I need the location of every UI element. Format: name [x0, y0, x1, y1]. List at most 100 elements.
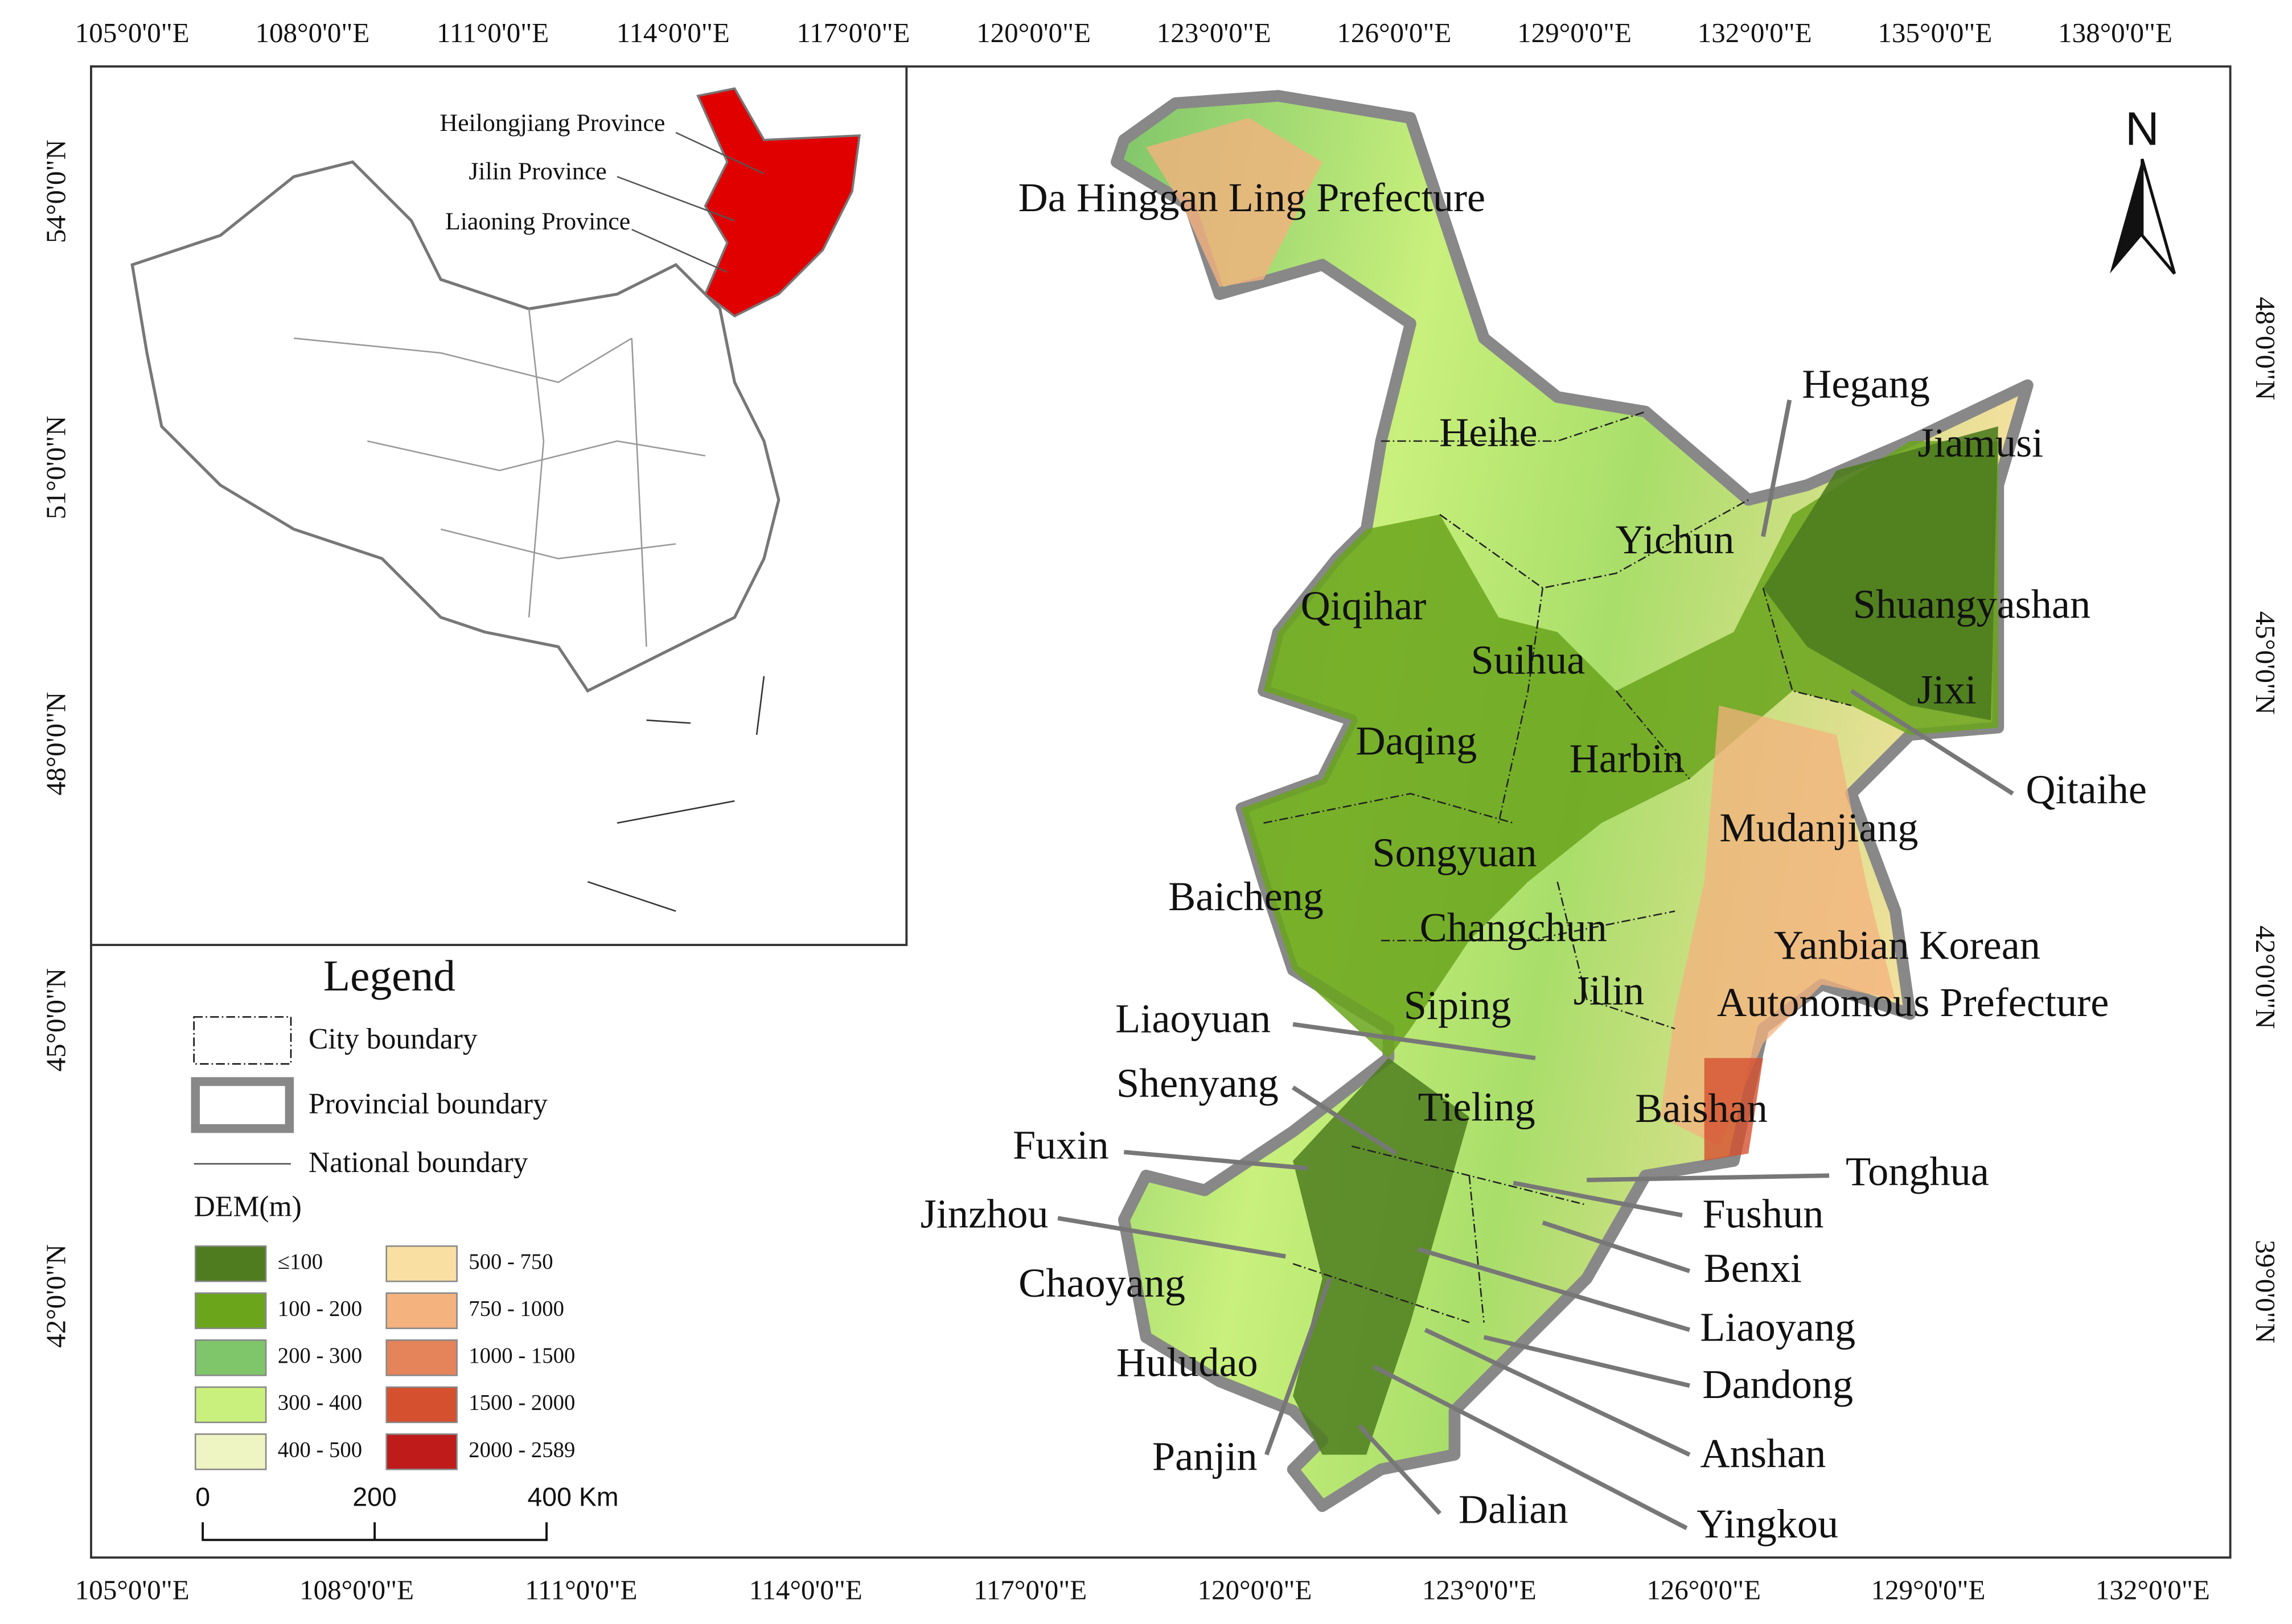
top-axis-label: 105°0'0"E	[75, 17, 190, 48]
dem-swatch	[385, 1292, 458, 1329]
scale-bar	[202, 1522, 548, 1541]
north-arrow-right	[2141, 158, 2176, 275]
lowland-south	[1293, 1058, 1469, 1455]
leader-line	[1513, 1181, 1683, 1218]
city-label: Hegang	[1802, 361, 1930, 407]
top-axis-label: 117°0'0"E	[796, 17, 910, 48]
inset-label: Liaoning Province	[445, 208, 630, 235]
legend-title: Legend	[323, 951, 455, 1000]
leader-line	[1417, 1247, 1690, 1332]
bottom-axis-label: 126°0'0"E	[1646, 1574, 1761, 1605]
city-label: Mudanjiang	[1719, 805, 1918, 850]
city-label: Panjin	[1152, 1433, 1258, 1479]
city-label: Siping	[1404, 982, 1511, 1028]
dem-label: 1000 - 1500	[469, 1344, 575, 1368]
dem-label: 100 - 200	[278, 1297, 362, 1321]
top-axis-label: 129°0'0"E	[1517, 17, 1632, 48]
right-axis-label: 45°0'0"N	[2250, 611, 2281, 715]
leader-line	[1373, 1364, 1688, 1531]
dem-swatch	[385, 1386, 458, 1424]
top-axis-label: 126°0'0"E	[1337, 17, 1451, 48]
city-label: Chaoyang	[1018, 1260, 1185, 1306]
city-label: Benxi	[1704, 1245, 1802, 1291]
dem-label: 300 - 400	[278, 1391, 362, 1415]
dem-swatch	[194, 1245, 267, 1282]
city-label: Jinzhou	[921, 1191, 1049, 1237]
top-axis-label: 123°0'0"E	[1157, 17, 1271, 48]
inset-country	[130, 160, 781, 693]
dem-label: 500 - 750	[469, 1250, 553, 1274]
city-label: Liaoyang	[1700, 1304, 1855, 1350]
bottom-axis-label: 123°0'0"E	[1422, 1574, 1537, 1605]
city-boundaries	[1263, 411, 1852, 1323]
leader-line	[1542, 1220, 1691, 1273]
city-label: Changchun	[1420, 904, 1607, 950]
city-label: Autonomous Prefecture	[1717, 980, 2109, 1025]
highland-peak	[1704, 1058, 1763, 1161]
leader-line	[1123, 1150, 1308, 1171]
right-axis-label: 39°0'0"N	[2250, 1240, 2281, 1343]
bottom-axis-label: 108°0'0"E	[299, 1574, 414, 1605]
city-label: Jilin	[1574, 968, 1644, 1013]
top-axis-label: 108°0'0"E	[255, 17, 369, 48]
city-label: Yichun	[1616, 517, 1735, 562]
dem-label: 750 - 1000	[469, 1297, 564, 1321]
city-label: Jixi	[1917, 667, 1976, 712]
dem-label: ≤100	[278, 1250, 323, 1274]
bottom-axis-label: 120°0'0"E	[1198, 1574, 1312, 1605]
city-label: Anshan	[1700, 1430, 1826, 1476]
left-axis-label: 48°0'0"N	[40, 692, 71, 796]
city-label: Huludao	[1116, 1339, 1258, 1385]
leader-line	[1424, 1327, 1691, 1457]
left-axis-label: 51°0'0"N	[40, 416, 71, 519]
bottom-axis-label: 132°0'0"E	[2096, 1574, 2210, 1605]
inset-label: Heilongjiang Province	[439, 109, 665, 137]
city-label: Baicheng	[1168, 874, 1324, 919]
leader-line	[1587, 1173, 1830, 1182]
city-label: Fuxin	[1013, 1122, 1109, 1167]
dem-swatch	[385, 1245, 458, 1282]
leader-line	[1292, 1022, 1536, 1060]
city-label: Heihe	[1439, 410, 1538, 455]
city-label: Qiqihar	[1301, 583, 1427, 628]
city-label: Dalian	[1459, 1486, 1568, 1532]
dem-label: 200 - 300	[278, 1344, 362, 1368]
north-arrow-left	[2109, 159, 2142, 274]
leader-line	[1483, 1335, 1690, 1388]
city-label: Fushun	[1703, 1191, 1824, 1237]
city-label: Qitaihe	[2026, 767, 2147, 812]
leader-line	[1057, 1216, 1286, 1259]
city-label: Daqing	[1356, 718, 1477, 764]
scale-label: 400 Km	[527, 1482, 618, 1511]
bottom-axis-label: 105°0'0"E	[75, 1574, 190, 1605]
inset-provinces	[294, 309, 705, 647]
top-axis-label: 138°0'0"E	[2058, 17, 2172, 48]
dem-swatch	[194, 1386, 267, 1424]
right-axis-label: 42°0'0"N	[2250, 926, 2281, 1029]
north-label: N	[2125, 103, 2159, 155]
city-label: Baishan	[1635, 1086, 1768, 1131]
right-axis-label: 48°0'0"N	[2250, 297, 2281, 400]
inset-leaders	[617, 131, 765, 273]
inset-northeast	[696, 87, 861, 318]
leader-line	[1850, 689, 2014, 796]
islands	[587, 676, 765, 912]
dem-title: DEM(m)	[194, 1190, 302, 1223]
legend-boundary-label: National boundary	[309, 1146, 528, 1179]
city-label: Shenyang	[1116, 1060, 1279, 1106]
bottom-axis-label: 111°0'0"E	[525, 1574, 637, 1605]
left-axis-label: 54°0'0"N	[40, 139, 71, 243]
top-axis-label: 114°0'0"E	[617, 17, 730, 48]
scale-label: 0	[195, 1482, 210, 1511]
leader-line	[1264, 1277, 1332, 1456]
dem-label: 2000 - 2589	[469, 1438, 575, 1462]
city-label: Yanbian Korean	[1774, 922, 2040, 968]
lowland-east	[1763, 426, 1998, 721]
provincial-boundary-swatch	[191, 1077, 294, 1133]
city-label: Jiamusi	[1917, 420, 2043, 466]
bottom-axis-label: 114°0'0"E	[749, 1574, 862, 1605]
top-axis-label: 111°0'0"E	[437, 17, 549, 48]
city-label: Da Hinggan Ling Prefecture	[1018, 175, 1486, 220]
